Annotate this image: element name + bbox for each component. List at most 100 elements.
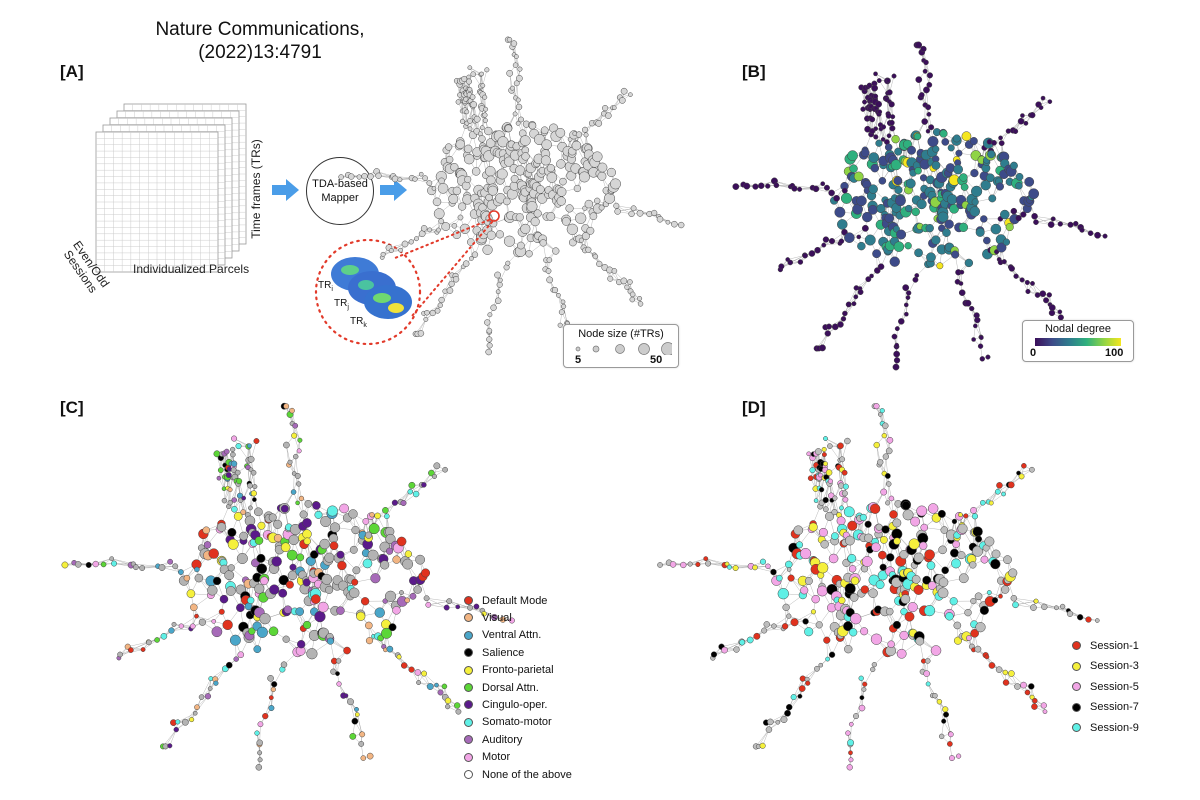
network-edge bbox=[872, 113, 880, 132]
network-node bbox=[844, 232, 855, 243]
network-node bbox=[482, 117, 488, 124]
network-node bbox=[988, 194, 997, 203]
network-node bbox=[876, 78, 882, 84]
network-node bbox=[496, 168, 508, 180]
network-node bbox=[961, 131, 972, 142]
network-node bbox=[931, 160, 941, 170]
network-node bbox=[463, 153, 475, 165]
network-node bbox=[451, 223, 458, 229]
network-node bbox=[743, 182, 751, 190]
network-node bbox=[139, 565, 146, 571]
network-node bbox=[438, 296, 445, 304]
network-node bbox=[845, 301, 852, 308]
network-node bbox=[559, 177, 567, 186]
network-node bbox=[526, 201, 538, 212]
brain-slice-3 bbox=[364, 285, 412, 319]
network-node bbox=[509, 85, 515, 91]
network-node bbox=[597, 171, 607, 181]
network-node bbox=[450, 163, 459, 172]
network-node bbox=[939, 129, 948, 138]
network-node bbox=[1028, 188, 1040, 200]
network-node bbox=[482, 112, 488, 118]
network-node bbox=[1073, 220, 1079, 227]
network-node bbox=[606, 167, 616, 178]
tr-k-label: TRk bbox=[350, 316, 367, 329]
network-node bbox=[1019, 277, 1025, 283]
network-node bbox=[455, 99, 461, 105]
network-node bbox=[840, 316, 847, 322]
network-node bbox=[903, 302, 909, 308]
network-node bbox=[1057, 221, 1063, 227]
network-node bbox=[578, 171, 590, 183]
network-node bbox=[787, 259, 794, 266]
network-node bbox=[189, 717, 195, 723]
network-node bbox=[610, 178, 621, 190]
network-node bbox=[565, 204, 574, 213]
network-node bbox=[1025, 288, 1031, 295]
network-node bbox=[927, 136, 939, 148]
network-node bbox=[959, 173, 968, 182]
network-node bbox=[551, 286, 559, 294]
network-node bbox=[427, 227, 433, 233]
network-node bbox=[194, 613, 199, 619]
network-node bbox=[546, 164, 555, 173]
network-node bbox=[1008, 265, 1015, 272]
network-node bbox=[868, 152, 880, 163]
network-node bbox=[503, 235, 516, 247]
network-node bbox=[1040, 95, 1046, 101]
network-node bbox=[198, 694, 205, 700]
network-node bbox=[412, 176, 418, 182]
network-node bbox=[1024, 176, 1035, 187]
network-node bbox=[146, 639, 152, 646]
network-node bbox=[464, 175, 472, 184]
network-node bbox=[482, 94, 488, 100]
network-node bbox=[902, 284, 910, 292]
network-node bbox=[925, 104, 932, 111]
network-node bbox=[592, 151, 603, 162]
network-node bbox=[556, 293, 561, 298]
network-node bbox=[896, 229, 907, 240]
network-node bbox=[906, 290, 912, 296]
network-node bbox=[873, 71, 878, 77]
network-node bbox=[853, 294, 859, 300]
network-node bbox=[1102, 233, 1108, 239]
network-node bbox=[181, 718, 189, 726]
arrow-right-2 bbox=[380, 179, 407, 201]
network-node bbox=[847, 150, 858, 162]
network-node bbox=[1051, 216, 1056, 222]
network-node bbox=[437, 302, 443, 308]
network-node bbox=[928, 124, 935, 131]
network-node bbox=[578, 237, 584, 243]
network-node bbox=[1047, 221, 1055, 228]
panel-label-c: [C] bbox=[60, 398, 84, 417]
panel-label-b: [B] bbox=[742, 62, 766, 81]
network-node bbox=[884, 143, 893, 152]
network-node bbox=[589, 212, 598, 221]
network-node bbox=[167, 558, 174, 565]
network-node bbox=[558, 309, 565, 316]
panel-label-a: [A] bbox=[60, 62, 84, 81]
network-node bbox=[628, 92, 633, 97]
network-node bbox=[651, 209, 658, 216]
network-node bbox=[517, 241, 525, 250]
network-node bbox=[190, 603, 198, 612]
network-node bbox=[1029, 112, 1036, 119]
network-node bbox=[540, 155, 551, 166]
network-node bbox=[856, 195, 867, 207]
network-node bbox=[975, 227, 985, 237]
network-node bbox=[895, 195, 906, 207]
network-node bbox=[469, 94, 476, 100]
network-node bbox=[494, 297, 502, 304]
network-node bbox=[424, 309, 430, 316]
network-node bbox=[971, 198, 979, 206]
network-node bbox=[598, 204, 605, 211]
network-node bbox=[969, 305, 975, 312]
network-node bbox=[889, 125, 896, 132]
network-node bbox=[435, 227, 441, 233]
network-node bbox=[540, 126, 549, 135]
network-node bbox=[422, 175, 428, 182]
network-node bbox=[61, 561, 69, 569]
network-node bbox=[888, 101, 895, 108]
network-node bbox=[960, 183, 969, 191]
